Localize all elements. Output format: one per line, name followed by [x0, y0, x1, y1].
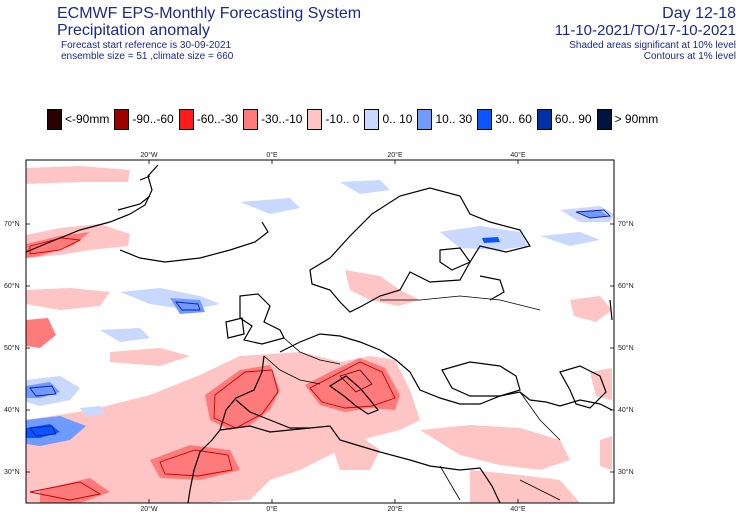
bottom-tick-label: 0°E: [266, 505, 278, 513]
left-tick-label: 30°N: [4, 468, 20, 476]
legend-swatch: [536, 108, 552, 130]
top-tick-label: 20°E: [387, 151, 403, 159]
legend-swatch: [114, 108, 130, 130]
legend-swatch: [364, 108, 380, 130]
forecast-period: 11-10-2021/TO/17-10-2021: [554, 22, 736, 39]
left-tick-label: 40°N: [4, 406, 20, 414]
positive-anomaly-areas: [26, 180, 614, 446]
bottom-tick-label: 20°E: [387, 505, 403, 513]
top-tick-labels: 20°W 0°E 20°E 40°E: [140, 151, 526, 159]
right-tick-label: 60°N: [618, 282, 634, 290]
left-tick-label: 60°N: [4, 282, 20, 290]
coastlines: [25, 164, 613, 504]
right-tick-label: 50°N: [618, 344, 634, 352]
bottom-tick-label: 20°W: [140, 505, 158, 513]
legend-label: > 90mm: [614, 112, 659, 126]
negative-anomaly-areas: [26, 166, 612, 503]
legend-item: <-90mm: [47, 108, 114, 130]
legend-label: -60..-30: [196, 112, 239, 126]
legend-swatch: [243, 108, 259, 130]
legend-item: 60.. 90: [536, 108, 597, 130]
forecast-reference: Forecast start reference is 30-09-2021: [61, 40, 232, 51]
top-tick-label: 0°E: [266, 151, 278, 159]
bottom-tick-label: 40°E: [510, 505, 526, 513]
legend-swatch: [596, 108, 612, 130]
left-tick-labels: 70°N 60°N 50°N 40°N 30°N: [4, 220, 20, 476]
legend-item: 30.. 60: [477, 108, 537, 130]
top-tick-label: 40°E: [510, 151, 526, 159]
legend-label: 60.. 90: [554, 112, 592, 126]
page-title: ECMWF EPS-Monthly Forecasting System: [57, 5, 362, 22]
precipitation-map: 20°W 0°E 20°E 40°E 20°W 0°E 20°E 40°E 70…: [4, 151, 634, 513]
legend-item: -10.. 0: [307, 108, 364, 130]
legend-swatch: [178, 108, 194, 130]
legend-label: <-90mm: [65, 112, 110, 126]
legend-swatch: [477, 108, 493, 130]
country-borders: [263, 295, 561, 501]
left-tick-label: 50°N: [4, 344, 20, 352]
legend-label: 0.. 10: [382, 112, 413, 126]
legend-item: > 90mm: [596, 108, 664, 130]
legend-item: -60..-30: [178, 108, 243, 130]
legend-item: 0.. 10: [364, 108, 417, 130]
legend-item: 10.. 30: [417, 108, 477, 130]
bottom-tick-labels: 20°W 0°E 20°E 40°E: [140, 505, 526, 513]
legend-label: 10.. 30: [435, 112, 473, 126]
ensemble-info: ensemble size = 51 ,climate size = 660: [61, 51, 234, 62]
legend-label: -90..-60: [132, 112, 174, 126]
right-tick-label: 70°N: [618, 220, 634, 228]
legend-swatch: [307, 108, 323, 130]
legend-swatch: [47, 108, 62, 130]
legend-label: 30.. 60: [495, 112, 532, 126]
right-tick-label: 40°N: [618, 406, 634, 414]
tick-marks: [26, 160, 614, 503]
day-range: Day 12-18: [662, 5, 736, 22]
map-frame: [25, 159, 615, 504]
legend-swatch: [417, 108, 433, 130]
legend-label: -30..-10: [261, 112, 303, 126]
color-legend: <-90mm -90..-60 -60..-30 -30..-10 -10.. 0 0..…: [47, 108, 663, 130]
top-tick-label: 20°W: [140, 151, 158, 159]
page-subtitle: Precipitation anomaly: [57, 22, 210, 39]
right-tick-label: 30°N: [618, 468, 634, 476]
legend-item: -90..-60: [114, 108, 178, 130]
left-tick-label: 70°N: [4, 220, 20, 228]
contour-note: Contours at 1% level: [643, 51, 736, 62]
legend-label: -10.. 0: [325, 112, 360, 126]
shading-note: Shaded areas significant at 10% level: [569, 40, 736, 51]
legend-item: -30..-10: [243, 108, 307, 130]
right-tick-labels: 70°N 60°N 50°N 40°N 30°N: [618, 220, 634, 476]
